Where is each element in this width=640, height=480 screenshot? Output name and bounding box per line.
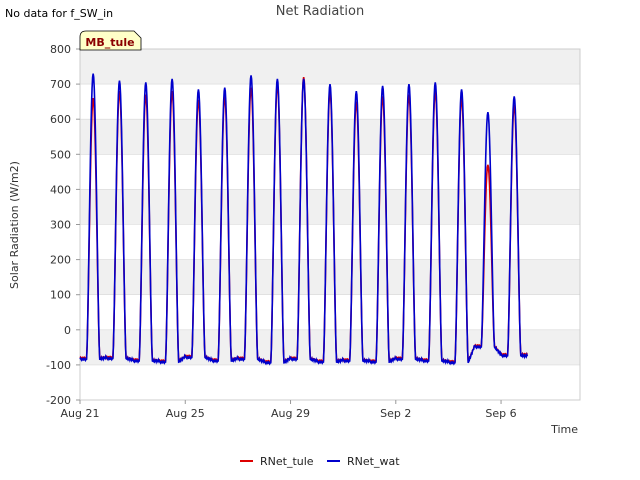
background-bands bbox=[80, 49, 580, 365]
y-tick-label: 300 bbox=[50, 219, 71, 232]
y-tick-label: 600 bbox=[50, 113, 71, 126]
x-tick-label: Aug 29 bbox=[271, 407, 310, 420]
y-axis-title: Solar Radiation (W/m2) bbox=[8, 161, 21, 289]
legend-label-rnet-wat: RNet_wat bbox=[347, 455, 400, 468]
y-tick-label: 400 bbox=[50, 183, 71, 196]
no-data-note: No data for f_SW_in bbox=[5, 7, 114, 20]
background-band bbox=[80, 189, 580, 225]
x-tick-labels: Aug 21 Aug 25 Aug 29 Sep 2 Sep 6 bbox=[61, 400, 517, 420]
y-tick-label: -200 bbox=[46, 394, 71, 407]
series-line-rnet-wat bbox=[79, 73, 529, 366]
y-tick-label: 500 bbox=[50, 148, 71, 161]
y-tick-label: -100 bbox=[46, 359, 71, 372]
x-axis-title: Time bbox=[550, 423, 578, 436]
y-tick-label: 0 bbox=[64, 324, 71, 337]
background-band bbox=[80, 119, 580, 155]
y-tick-label: 700 bbox=[50, 78, 71, 91]
background-band bbox=[80, 49, 580, 85]
y-tick-label: 200 bbox=[50, 254, 71, 267]
site-badge-label: MB_tule bbox=[85, 36, 134, 49]
y-tick-label: 800 bbox=[50, 43, 71, 56]
y-tick-label: 100 bbox=[50, 289, 71, 302]
x-tick-label: Sep 6 bbox=[485, 407, 516, 420]
y-tick-labels: -200 -100 0 100 200 300 400 500 600 700 800 bbox=[46, 43, 80, 407]
site-badge: MB_tule bbox=[79, 30, 142, 51]
chart-title: Net Radiation bbox=[276, 4, 364, 19]
legend-label-rnet-tule: RNet_tule bbox=[260, 455, 314, 468]
x-tick-label: Aug 21 bbox=[61, 407, 100, 420]
series-lines bbox=[79, 73, 529, 366]
background-band bbox=[80, 259, 580, 295]
site-badge-shape bbox=[79, 30, 142, 51]
legend: RNet_tule RNet_wat bbox=[240, 455, 400, 468]
x-tick-label: Aug 25 bbox=[166, 407, 205, 420]
x-tick-label: Sep 2 bbox=[380, 407, 411, 420]
